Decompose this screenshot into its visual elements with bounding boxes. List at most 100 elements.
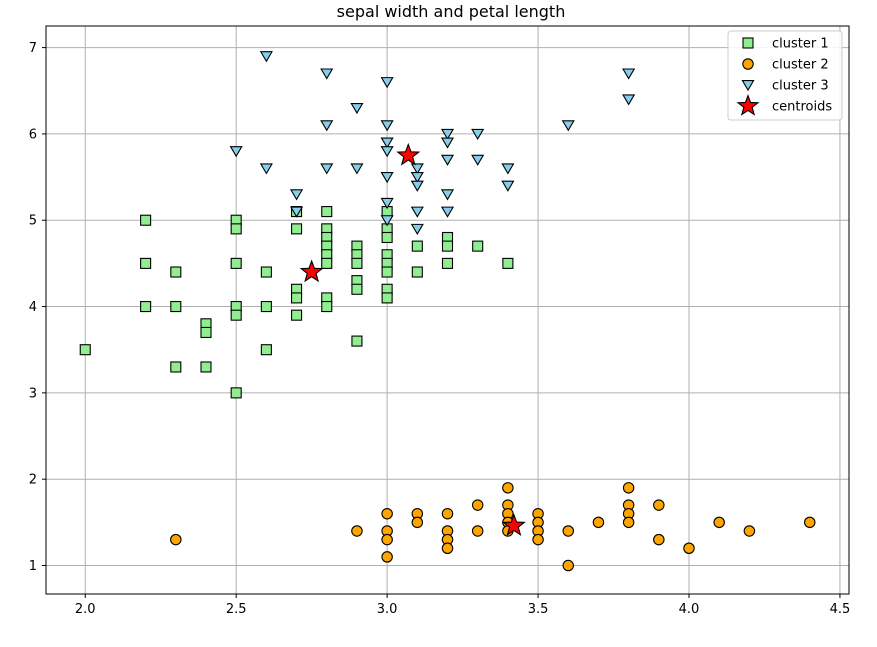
cluster-2-point (441, 507, 454, 520)
cluster-3-point (440, 154, 455, 166)
cluster-1-point (441, 240, 454, 252)
cluster-3-point (320, 163, 334, 175)
cluster-2-point (683, 542, 695, 554)
cluster-2-point (351, 525, 363, 537)
y-tick-label: 7 (29, 41, 37, 56)
centroid-marker (396, 142, 421, 166)
centroid-marker (501, 513, 526, 536)
cluster-2-point (713, 516, 725, 529)
cluster-1-point (230, 387, 242, 399)
cluster-3-point (501, 163, 515, 175)
data-points (79, 51, 816, 572)
cluster-3-point (471, 128, 485, 141)
cluster-2-point (502, 482, 514, 494)
cluster-3-point (320, 120, 334, 132)
cluster-1-point (260, 344, 272, 356)
y-tick-label: 2 (29, 473, 37, 488)
cluster-3-point (440, 128, 455, 141)
cluster-3-point (350, 102, 364, 115)
cluster-1-point (140, 214, 152, 226)
cluster-3-point (289, 189, 304, 201)
y-tick-label: 4 (29, 300, 37, 315)
cluster-3-point (410, 206, 424, 218)
cluster-3-point (622, 94, 636, 106)
cluster-1-point (351, 335, 363, 347)
legend: cluster 1 cluster 2 cluster 3 centroids (727, 30, 843, 121)
x-tick-label: 3.5 (528, 602, 549, 617)
cluster-1-point (230, 309, 242, 321)
cluster-1-point (381, 266, 393, 278)
cluster-1-point (260, 300, 272, 313)
cluster-2-point (471, 525, 484, 537)
cluster-2-point (592, 516, 605, 529)
legend-marker (742, 37, 754, 49)
cluster-2-point (562, 559, 575, 572)
cluster-3-point (471, 154, 485, 166)
cluster-1-point (321, 206, 333, 218)
cluster-1-point (170, 266, 182, 278)
y-tick-label: 3 (29, 386, 37, 401)
cluster-3-point (561, 120, 575, 132)
legend-label: cluster 1 (772, 37, 829, 52)
legend-label: cluster 2 (772, 58, 829, 73)
legend-marker (736, 93, 760, 116)
cluster-3-point (380, 215, 394, 227)
cluster-3-point (229, 146, 243, 158)
x-tick-label: 2.0 (75, 602, 96, 617)
cluster-1-point (472, 240, 484, 252)
cluster-2-point (471, 499, 484, 511)
cluster-1-point (321, 300, 333, 313)
y-tick-label: 5 (29, 214, 37, 229)
cluster-1-point (321, 257, 333, 269)
legend-label: cluster 3 (772, 79, 829, 94)
cluster-1-point (351, 283, 363, 295)
cluster-3-point (622, 68, 636, 80)
cluster-1-point (170, 361, 182, 373)
cluster-2-point (170, 533, 182, 546)
cluster-3-point (320, 68, 334, 80)
cluster-1-point (170, 300, 182, 313)
cluster-1-point (381, 292, 393, 304)
cluster-2-point (411, 516, 424, 529)
cluster-2-point (381, 533, 393, 546)
cluster-3-point (440, 206, 455, 218)
cluster-1-point (140, 257, 152, 269)
cluster-2-point (562, 525, 575, 537)
cluster-1-point (502, 257, 514, 269)
cluster-3-point (410, 172, 424, 184)
cluster-3-point (380, 146, 394, 158)
cluster-3-point (440, 137, 455, 149)
cluster-2-point (532, 533, 544, 546)
y-tick-label: 6 (29, 127, 37, 142)
axis-ticks: 2.0 2.5 3.0 3.5 4.0 4.5 1 2 3 4 5 6 7 (29, 41, 851, 617)
cluster-2-point (653, 499, 665, 511)
cluster-2-point (441, 542, 454, 554)
cluster-2-point (804, 516, 816, 529)
legend-label: centroids (772, 100, 832, 115)
cluster-3-point (380, 172, 394, 184)
cluster-2-point (381, 551, 393, 563)
plot-frame (45, 25, 850, 595)
legend-marker (742, 58, 754, 70)
y-tick-label: 1 (29, 559, 37, 574)
cluster-1-point (260, 266, 272, 278)
cluster-3-point (380, 77, 394, 89)
x-tick-label: 4.5 (830, 602, 851, 617)
x-tick-label: 3.0 (377, 602, 398, 617)
cluster-2-point (653, 533, 665, 546)
cluster-1-point (411, 240, 423, 252)
legend-marker (741, 79, 755, 92)
cluster-1-point (230, 257, 242, 269)
cluster-1-point (381, 231, 393, 244)
cluster-3-point (289, 206, 304, 218)
cluster-1-point (291, 223, 303, 235)
cluster-3-point (410, 223, 424, 235)
legend-box (727, 30, 843, 121)
cluster-3-point (259, 163, 273, 175)
cluster-3-point (410, 180, 424, 192)
cluster-3-point (380, 197, 394, 210)
cluster-1-point (200, 361, 212, 373)
cluster-3-point (440, 189, 455, 201)
x-tick-label: 2.5 (226, 602, 247, 617)
